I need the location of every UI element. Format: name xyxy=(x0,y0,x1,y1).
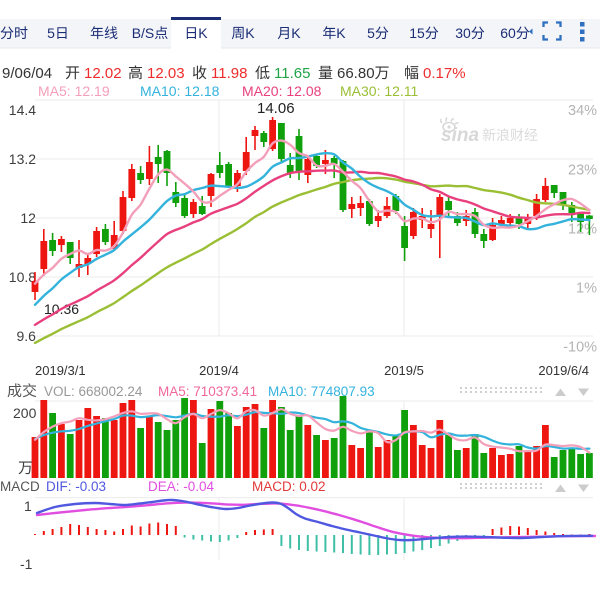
svg-text:66.80: 66.80 xyxy=(337,65,375,82)
svg-text:MA20: 12.08: MA20: 12.08 xyxy=(242,83,322,99)
svg-text:MA30: 12.11: MA30: 12.11 xyxy=(340,83,419,99)
svg-text:9.6: 9.6 xyxy=(17,328,37,344)
svg-text:K: K xyxy=(245,25,255,41)
svg-text:2019/5: 2019/5 xyxy=(384,363,424,378)
svg-text:2019/4: 2019/4 xyxy=(199,363,239,378)
svg-text:MA10: 12.18: MA10: 12.18 xyxy=(140,83,220,99)
svg-text:MACD: MACD xyxy=(0,479,40,494)
svg-text:MA5: 12.19: MA5: 12.19 xyxy=(38,83,110,99)
svg-text:9/06/04: 9/06/04 xyxy=(2,65,52,82)
svg-text:5: 5 xyxy=(47,25,55,41)
svg-text:MACD: 0.02: MACD: 0.02 xyxy=(252,479,326,494)
svg-text:13.2: 13.2 xyxy=(9,151,36,167)
svg-text:12.03: 12.03 xyxy=(147,65,185,82)
svg-text:sina: sina xyxy=(441,125,479,146)
svg-text:11.65: 11.65 xyxy=(274,65,310,82)
svg-text:-1: -1 xyxy=(20,556,33,572)
svg-text:VOL: 668002.24: VOL: 668002.24 xyxy=(44,384,143,399)
svg-text:14.4: 14.4 xyxy=(9,102,36,118)
svg-text:K: K xyxy=(291,25,301,41)
svg-text:14.06: 14.06 xyxy=(257,100,295,117)
svg-text:-10%: -10% xyxy=(563,340,597,356)
svg-text:12.02: 12.02 xyxy=(84,65,122,82)
svg-text:2019/6/4: 2019/6/4 xyxy=(538,363,589,378)
svg-text:200: 200 xyxy=(13,405,37,421)
svg-text:1: 1 xyxy=(24,498,32,514)
svg-text:DIF: -0.03: DIF: -0.03 xyxy=(46,479,106,494)
svg-text:23%: 23% xyxy=(568,163,597,179)
svg-text:10.8: 10.8 xyxy=(9,269,36,285)
svg-text:DEA: -0.04: DEA: -0.04 xyxy=(148,479,215,494)
svg-text:K: K xyxy=(336,25,346,41)
svg-text:MA5: 710373.41: MA5: 710373.41 xyxy=(158,384,257,399)
svg-text:MA10: 774807.93: MA10: 774807.93 xyxy=(268,384,375,399)
svg-text:0.17%: 0.17% xyxy=(423,65,466,82)
svg-text:B/S: B/S xyxy=(132,25,155,41)
svg-text:34%: 34% xyxy=(568,103,597,119)
svg-text:2019/3/1: 2019/3/1 xyxy=(35,363,86,378)
svg-text:12: 12 xyxy=(20,210,36,226)
svg-text:60: 60 xyxy=(500,25,516,41)
svg-text:30: 30 xyxy=(455,25,471,41)
svg-text:15: 15 xyxy=(409,25,425,41)
svg-text:5: 5 xyxy=(367,25,375,41)
svg-text:K: K xyxy=(198,25,208,41)
svg-text:12%: 12% xyxy=(568,222,597,238)
svg-text:1%: 1% xyxy=(576,281,597,297)
svg-text:11.98: 11.98 xyxy=(211,65,247,82)
